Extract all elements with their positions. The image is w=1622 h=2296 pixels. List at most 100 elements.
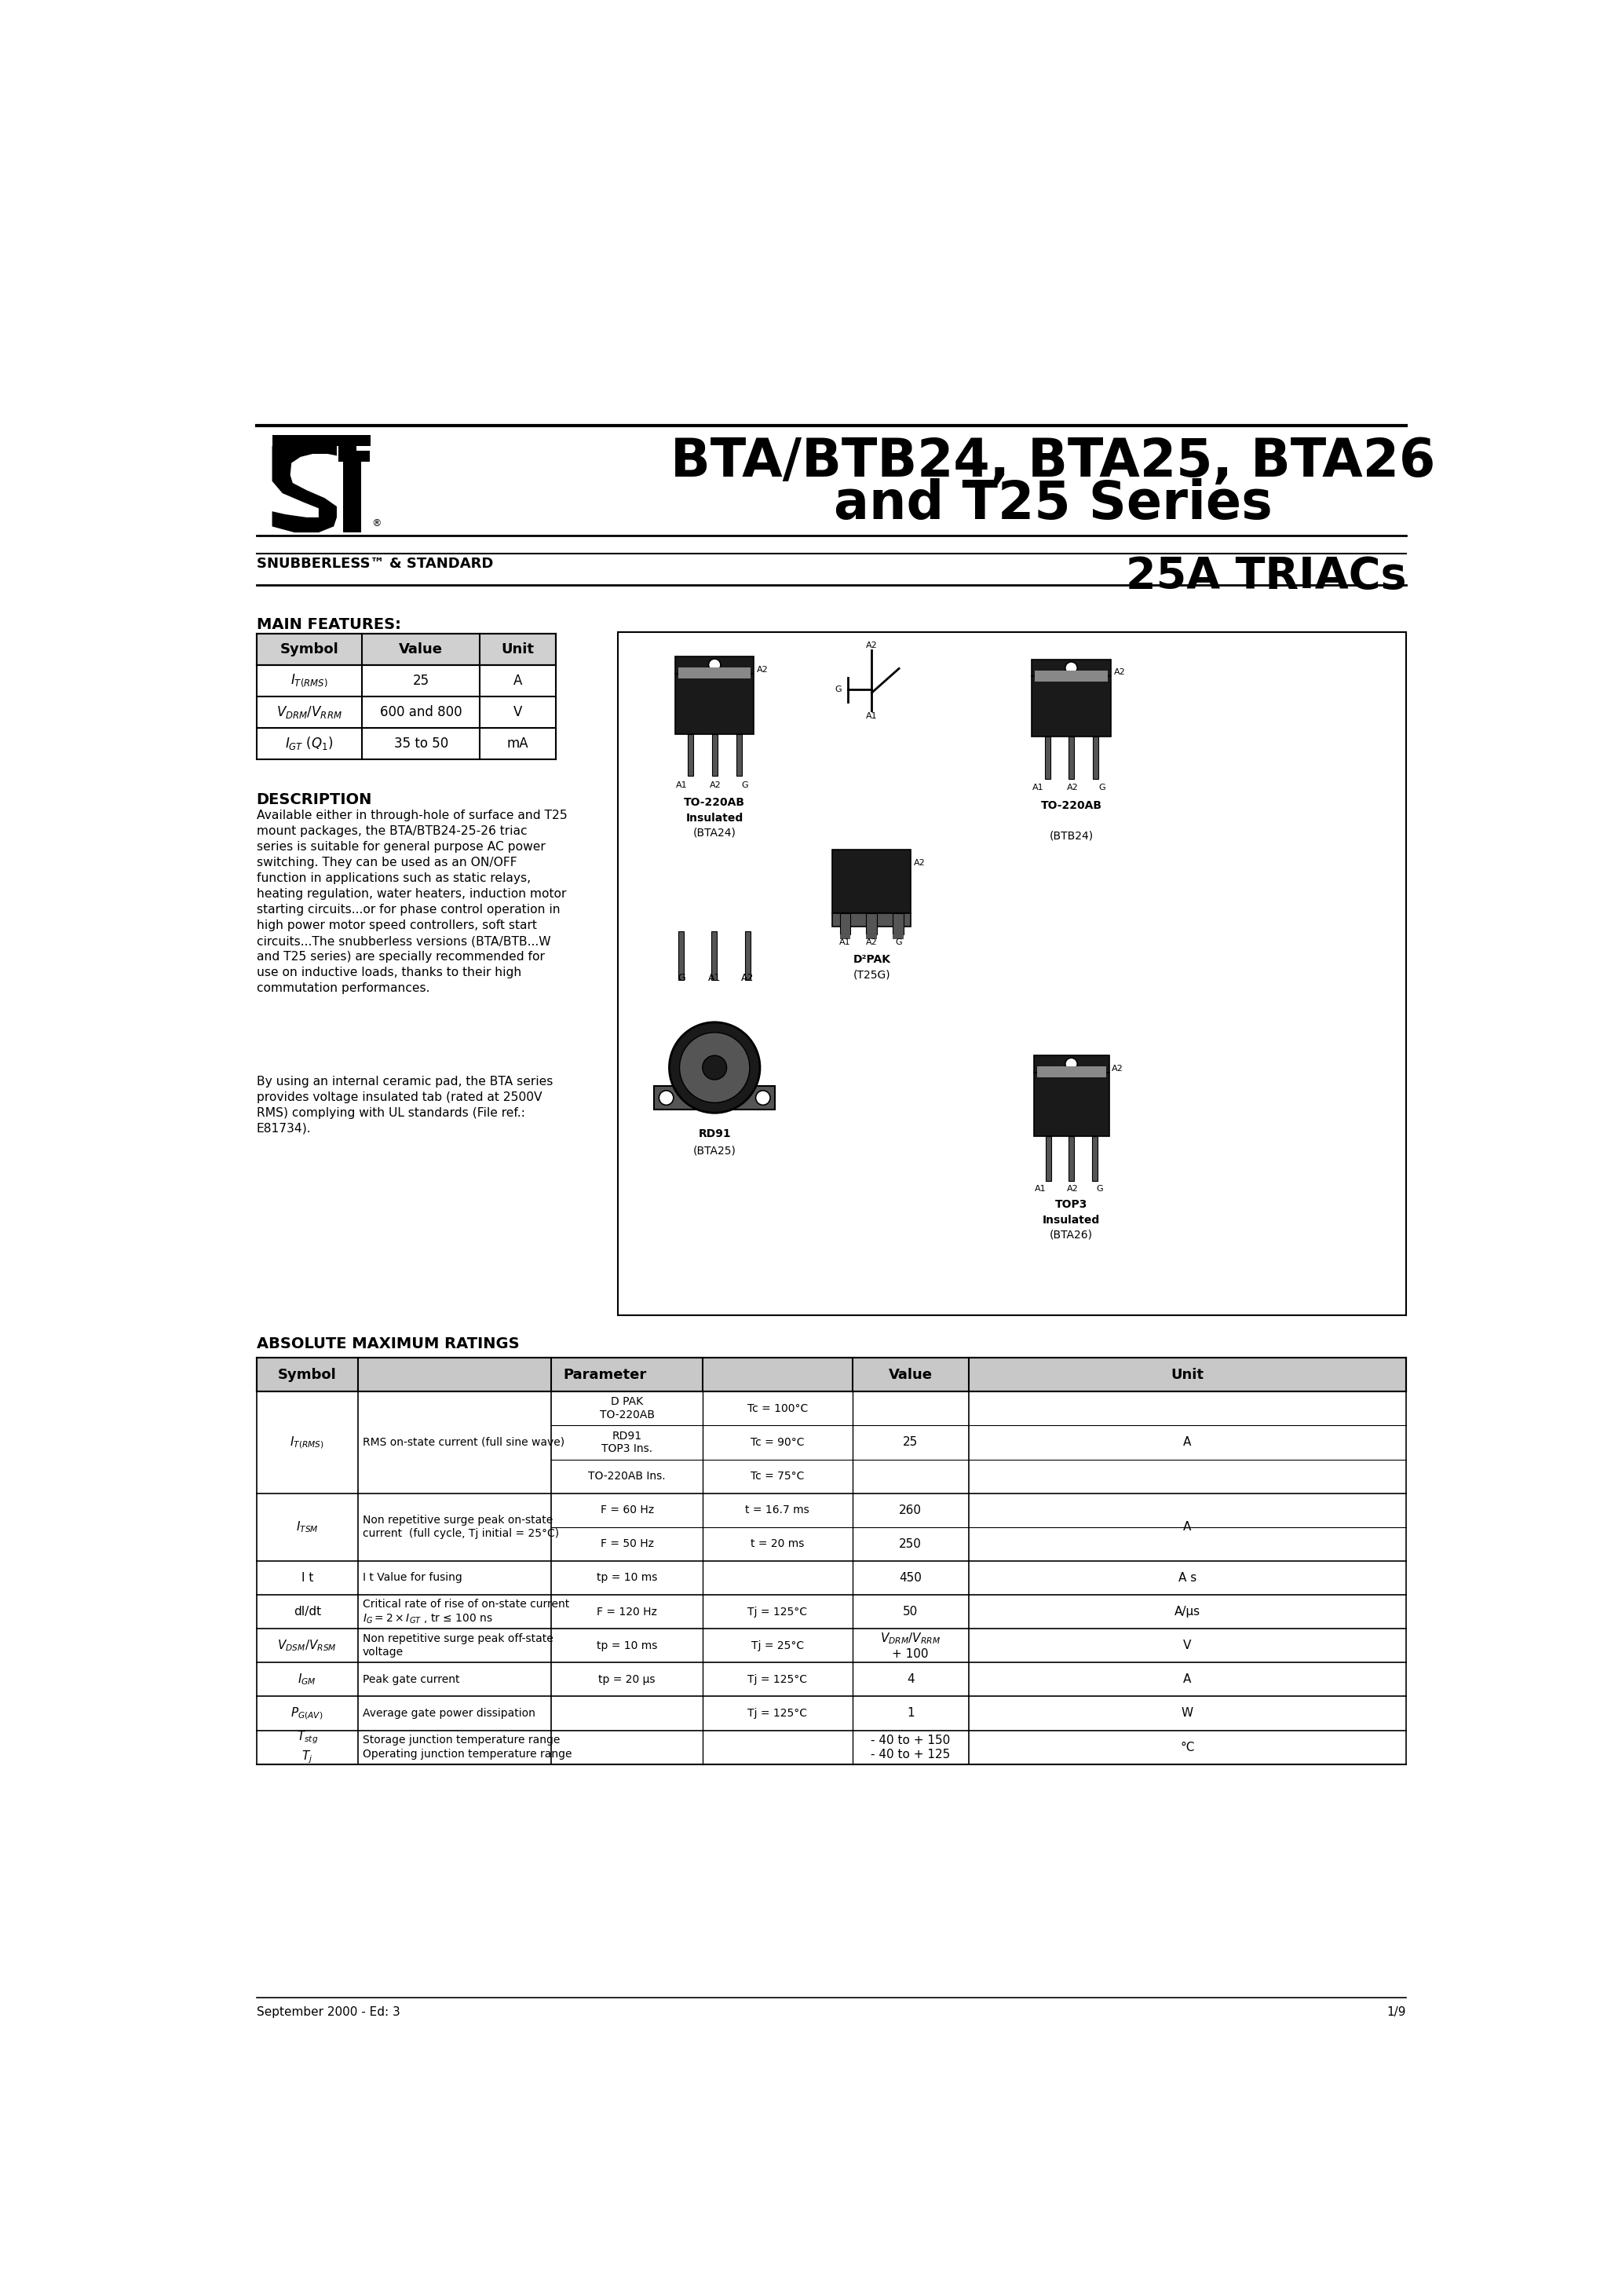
Text: 25A TRIACs: 25A TRIACs — [1126, 556, 1406, 597]
Text: mA: mA — [508, 737, 529, 751]
Text: A1: A1 — [866, 712, 878, 721]
Text: A: A — [1184, 1674, 1192, 1685]
Text: Tj = 125°C: Tj = 125°C — [748, 1674, 808, 1685]
Bar — [840, 934, 850, 939]
Text: A1: A1 — [709, 974, 722, 983]
Polygon shape — [272, 443, 337, 533]
Text: Available either in through-hole of surface and T25
mount packages, the BTA/BTB2: Available either in through-hole of surf… — [256, 810, 568, 994]
Text: $V_{DSM}/V_{RSM}$: $V_{DSM}/V_{RSM}$ — [277, 1639, 337, 1653]
Text: I t: I t — [302, 1573, 313, 1584]
Bar — [1046, 1137, 1051, 1180]
Bar — [688, 735, 694, 776]
Text: ®: ® — [371, 519, 381, 528]
Bar — [1045, 737, 1049, 778]
Text: Tj = 125°C: Tj = 125°C — [748, 1708, 808, 1720]
Text: (BTA26): (BTA26) — [1049, 1231, 1093, 1240]
Text: A2: A2 — [741, 974, 754, 983]
Text: (BTA24): (BTA24) — [693, 827, 736, 838]
Text: Tc = 100°C: Tc = 100°C — [748, 1403, 808, 1414]
Text: DESCRIPTION: DESCRIPTION — [256, 792, 371, 808]
Text: I t Value for fusing: I t Value for fusing — [363, 1573, 462, 1584]
Text: $V_{DRM}/V_{RRM}$: $V_{DRM}/V_{RRM}$ — [276, 705, 342, 721]
Text: and T25 Series: and T25 Series — [834, 478, 1273, 530]
Text: A: A — [1184, 1437, 1192, 1449]
Text: t = 20 ms: t = 20 ms — [751, 1538, 805, 1550]
Text: A/μs: A/μs — [1174, 1605, 1200, 1619]
Bar — [894, 914, 903, 934]
Text: RD91: RD91 — [697, 1127, 732, 1139]
Text: Non repetitive surge peak on-state
current  (full cycle, Tj initial = 25°C): Non repetitive surge peak on-state curre… — [363, 1515, 560, 1538]
Text: 250: 250 — [899, 1538, 921, 1550]
Text: $V_{DRM}/V_{RRM}$
+ 100: $V_{DRM}/V_{RRM}$ + 100 — [881, 1630, 941, 1660]
Bar — [675, 657, 754, 673]
Bar — [1032, 659, 1111, 677]
Text: Symbol: Symbol — [277, 1368, 336, 1382]
Text: G: G — [1098, 783, 1105, 792]
Bar — [675, 673, 754, 735]
Text: (BTA25): (BTA25) — [693, 1146, 736, 1155]
Text: A1: A1 — [840, 939, 852, 946]
Text: 25: 25 — [903, 1437, 918, 1449]
Text: TO-220AB: TO-220AB — [684, 797, 744, 808]
Bar — [654, 1086, 775, 1109]
Text: V: V — [514, 705, 522, 719]
Text: $I_{GT}$ $(Q_1)$: $I_{GT}$ $(Q_1)$ — [285, 735, 334, 751]
Polygon shape — [339, 445, 370, 533]
Text: 1/9: 1/9 — [1387, 2007, 1406, 2018]
Circle shape — [756, 1091, 770, 1104]
Bar — [1069, 1137, 1074, 1180]
Bar — [618, 631, 1406, 1316]
Text: Non repetitive surge peak off-state
voltage: Non repetitive surge peak off-state volt… — [363, 1632, 553, 1658]
Text: Parameter: Parameter — [563, 1368, 647, 1382]
Text: BTA/BTB24, BTA25, BTA26: BTA/BTB24, BTA25, BTA26 — [670, 436, 1435, 487]
Bar — [1032, 677, 1111, 737]
Text: A2: A2 — [1114, 668, 1126, 677]
Bar — [894, 934, 903, 939]
Text: Peak gate current: Peak gate current — [363, 1674, 459, 1685]
Text: 50: 50 — [903, 1605, 918, 1619]
Text: Critical rate of rise of on-state current
$I_G = 2 \times I_{GT}$ , tr ≤ 100 ns: Critical rate of rise of on-state curren… — [363, 1598, 569, 1626]
Text: A: A — [1184, 1522, 1192, 1534]
Text: F = 50 Hz: F = 50 Hz — [600, 1538, 654, 1550]
Text: tp = 10 ms: tp = 10 ms — [597, 1639, 657, 1651]
Text: Symbol: Symbol — [281, 643, 339, 657]
Text: A: A — [514, 673, 522, 689]
Text: tp = 10 ms: tp = 10 ms — [597, 1573, 657, 1584]
Bar — [866, 934, 878, 939]
Text: SNUBBERLESS™ & STANDARD: SNUBBERLESS™ & STANDARD — [256, 556, 493, 572]
Text: t = 16.7 ms: t = 16.7 ms — [746, 1504, 809, 1515]
Text: 4: 4 — [907, 1674, 915, 1685]
Bar — [272, 436, 371, 445]
Text: G: G — [1096, 1185, 1103, 1192]
Text: TO-220AB Ins.: TO-220AB Ins. — [589, 1472, 665, 1481]
Text: TO-220AB: TO-220AB — [1041, 801, 1101, 810]
Text: Tc = 75°C: Tc = 75°C — [751, 1472, 805, 1481]
Bar — [1093, 737, 1098, 778]
Text: Tj = 125°C: Tj = 125°C — [748, 1607, 808, 1616]
Text: A2: A2 — [1067, 1185, 1079, 1192]
Circle shape — [702, 1056, 727, 1079]
Text: $P_{G(AV)}$: $P_{G(AV)}$ — [290, 1706, 323, 1722]
Text: A2: A2 — [915, 859, 926, 868]
Text: D²PAK: D²PAK — [853, 953, 890, 964]
Text: September 2000 - Ed: 3: September 2000 - Ed: 3 — [256, 2007, 401, 2018]
Text: G: G — [678, 974, 684, 983]
Text: Insulated: Insulated — [1043, 1215, 1100, 1226]
Text: A s: A s — [1178, 1573, 1197, 1584]
Text: TOP3: TOP3 — [1054, 1199, 1087, 1210]
Text: $I_{GM}$: $I_{GM}$ — [298, 1671, 316, 1688]
Text: $T_{stg}$
$T_j$: $T_{stg}$ $T_j$ — [297, 1729, 318, 1766]
Bar — [256, 634, 556, 666]
Text: ABSOLUTE MAXIMUM RATINGS: ABSOLUTE MAXIMUM RATINGS — [256, 1336, 519, 1352]
Circle shape — [709, 659, 720, 670]
Text: Value: Value — [399, 643, 443, 657]
Text: V: V — [1184, 1639, 1192, 1651]
Text: Tj = 25°C: Tj = 25°C — [751, 1639, 805, 1651]
Text: (BTB24): (BTB24) — [1049, 831, 1093, 843]
Text: A2: A2 — [710, 781, 722, 790]
Text: Average gate power dissipation: Average gate power dissipation — [363, 1708, 535, 1720]
Circle shape — [659, 1091, 673, 1104]
Bar — [712, 735, 717, 776]
Bar — [256, 1357, 1406, 1391]
Text: 35 to 50: 35 to 50 — [394, 737, 448, 751]
